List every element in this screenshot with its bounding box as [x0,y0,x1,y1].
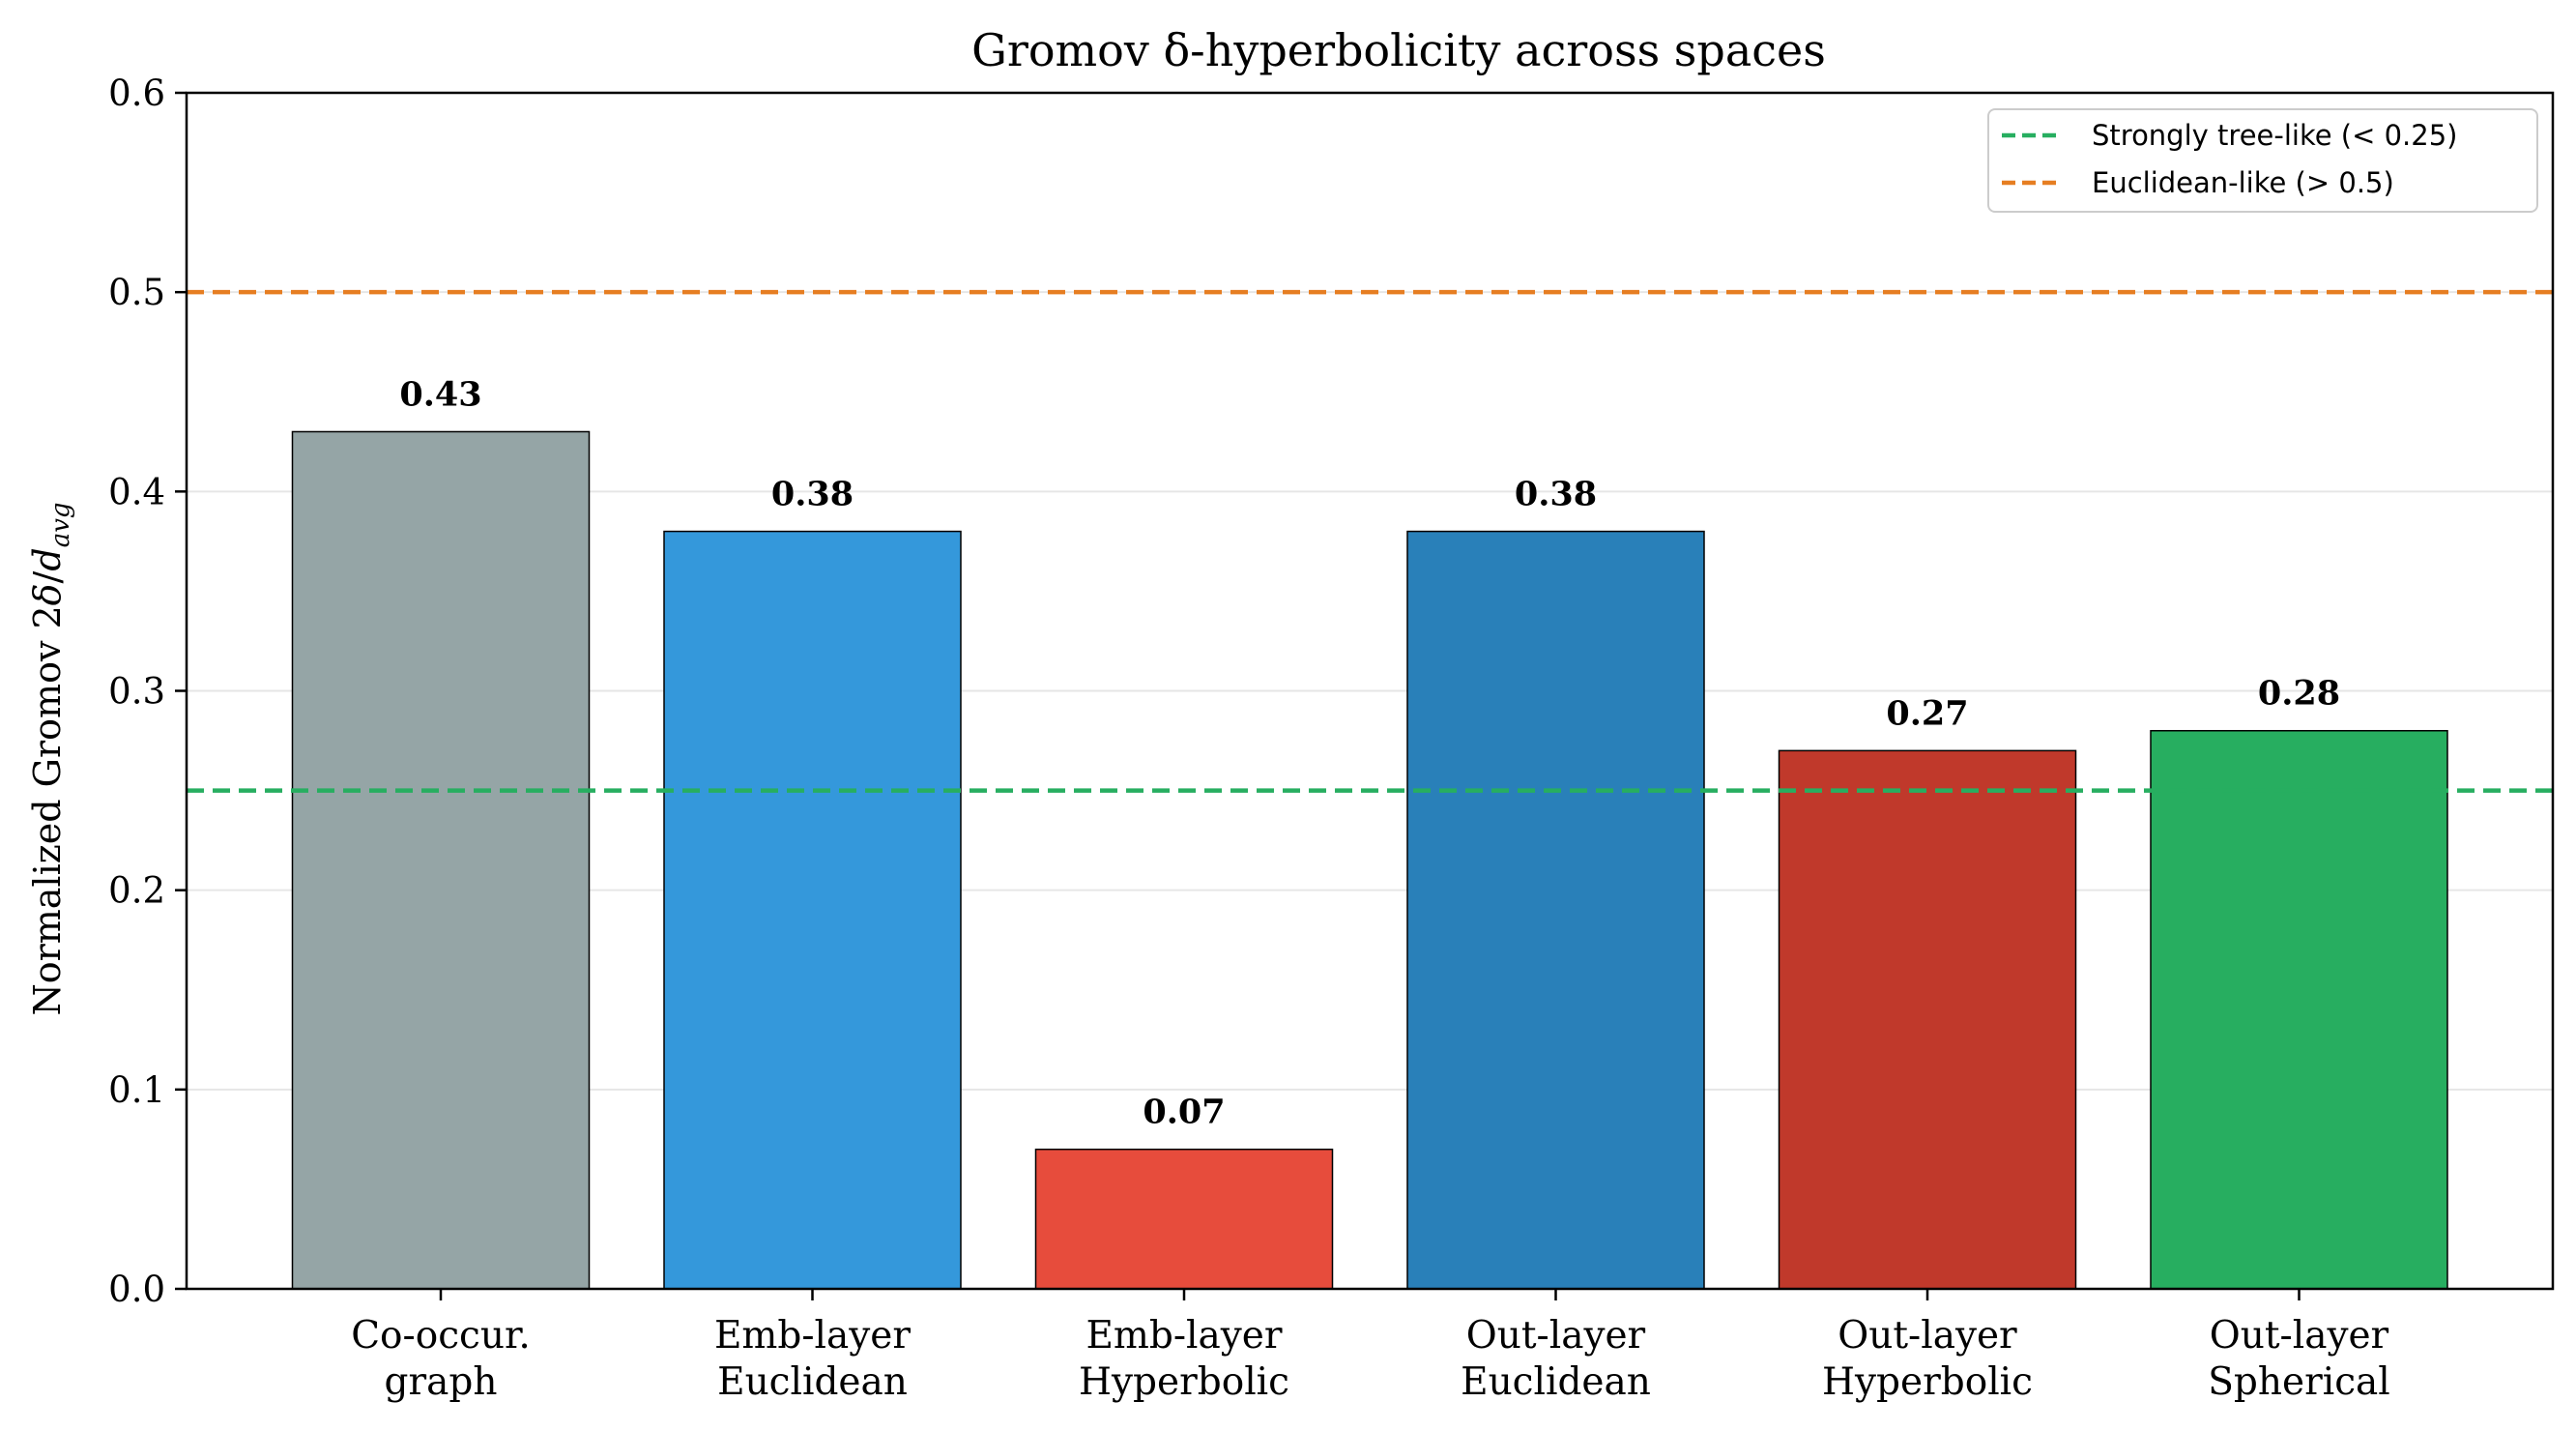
bar [1406,530,1705,1290]
bars [291,430,2448,1290]
bar-value-label: 0.38 [1515,475,1597,514]
bar [1778,749,2077,1290]
bar-value-label: 0.27 [1886,693,1968,733]
x-tick-label: Euclidean [717,1360,908,1404]
x-tick-label: Spherical [2208,1360,2390,1404]
x-tick-label: Euclidean [1461,1360,1651,1404]
y-tick-label: 0.1 [108,1069,165,1111]
bar [1034,1148,1334,1290]
bar [2150,729,2448,1290]
y-axis-label-slash: / [26,570,69,583]
bar-value-label: 0.28 [2258,674,2340,714]
y-tick-label: 0.0 [108,1269,165,1310]
y-tick-label: 0.4 [108,471,165,512]
x-tick-label: Hyperbolic [1079,1360,1289,1404]
y-axis-label-sub: avg [46,502,75,547]
x-tick-label: Out-layer [1838,1314,2017,1358]
bar-value-label: 0.07 [1143,1093,1225,1132]
legend: Strongly tree-like (< 0.25) Euclidean-li… [1987,108,2538,213]
value-labels: 0.43 0.38 0.07 0.38 0.27 0.28 [399,374,2340,1131]
y-tick-label: 0.2 [108,870,165,912]
y-axis-label-d: d [26,547,69,570]
legend-box [1987,108,2538,213]
bar-value-label: 0.43 [399,374,481,414]
x-tick-label: Out-layer [1466,1314,1646,1358]
y-tick-label: 0.6 [108,73,165,114]
x-tick-label: Co-occur. [351,1314,531,1358]
x-tick-label: Emb-layer [1085,1314,1282,1358]
y-tick-label: 0.3 [108,671,165,713]
y-axis-ticks: 0.0 0.1 0.2 0.3 0.4 0.5 0.6 [108,73,187,1310]
y-axis-label: Normalized Gromov 2δ/davg [26,502,75,1015]
x-tick-label: Hyperbolic [1822,1360,2033,1404]
reference-lines [187,289,2553,793]
legend-label-tree-like: Strongly tree-like (< 0.25) [2092,119,2458,152]
bar [291,430,591,1290]
y-tick-label: 0.5 [108,272,165,313]
chart-title: Gromov δ-hyperbolicity across spaces [971,24,1826,76]
y-axis-label-prefix: Normalized Gromov 2 [26,605,69,1015]
x-tick-label: graph [385,1360,498,1404]
x-tick-label: Out-layer [2210,1314,2389,1358]
bar [663,530,962,1290]
x-tick-label: Emb-layer [714,1314,911,1358]
x-axis-ticks: Co-occur.graphEmb-layerEuclideanEmb-laye… [351,1289,2390,1404]
y-axis-label-delta: δ [26,583,69,605]
bar-value-label: 0.38 [771,475,854,514]
legend-label-euclidean-like: Euclidean-like (> 0.5) [2092,166,2394,199]
